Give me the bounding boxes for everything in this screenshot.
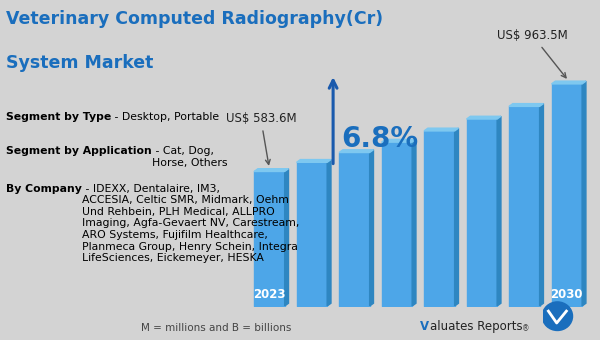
Text: US$ 583.6M: US$ 583.6M bbox=[226, 113, 296, 165]
Text: - IDEXX, Dentalaire, IM3,
ACCESIA, Celtic SMR, Midmark, Oehm
Und Rehbein, PLH Me: - IDEXX, Dentalaire, IM3, ACCESIA, Celti… bbox=[82, 184, 299, 263]
Polygon shape bbox=[539, 104, 544, 306]
Polygon shape bbox=[296, 159, 331, 162]
Polygon shape bbox=[254, 169, 289, 171]
Text: - Cat, Dog,
Horse, Others: - Cat, Dog, Horse, Others bbox=[152, 146, 227, 168]
Text: US$ 963.5M: US$ 963.5M bbox=[497, 30, 568, 78]
Polygon shape bbox=[424, 128, 458, 131]
Text: - Desktop, Portable: - Desktop, Portable bbox=[111, 112, 220, 122]
Polygon shape bbox=[455, 128, 458, 306]
Text: System Market: System Market bbox=[6, 54, 154, 72]
Text: V: V bbox=[420, 320, 429, 333]
Polygon shape bbox=[327, 159, 331, 306]
Text: 2023: 2023 bbox=[253, 288, 286, 301]
Polygon shape bbox=[412, 139, 416, 306]
Polygon shape bbox=[339, 150, 373, 153]
Text: 2030: 2030 bbox=[551, 288, 583, 301]
Text: Veterinary Computed Radiography(Cr): Veterinary Computed Radiography(Cr) bbox=[6, 10, 383, 28]
Text: M = millions and B = billions: M = millions and B = billions bbox=[141, 323, 291, 333]
Polygon shape bbox=[382, 139, 416, 142]
Polygon shape bbox=[509, 104, 544, 106]
Polygon shape bbox=[370, 150, 373, 306]
Text: ®: ® bbox=[522, 324, 530, 333]
Text: Segment by Type: Segment by Type bbox=[6, 112, 111, 122]
Polygon shape bbox=[497, 116, 501, 306]
Polygon shape bbox=[582, 81, 586, 306]
Text: 6.8%: 6.8% bbox=[341, 125, 419, 153]
Text: Segment by Application: Segment by Application bbox=[6, 146, 152, 156]
Polygon shape bbox=[551, 81, 586, 84]
Polygon shape bbox=[467, 116, 501, 119]
Polygon shape bbox=[284, 169, 289, 306]
Circle shape bbox=[542, 302, 572, 330]
Text: aluates Reports: aluates Reports bbox=[430, 320, 522, 333]
Text: By Company: By Company bbox=[6, 184, 82, 193]
